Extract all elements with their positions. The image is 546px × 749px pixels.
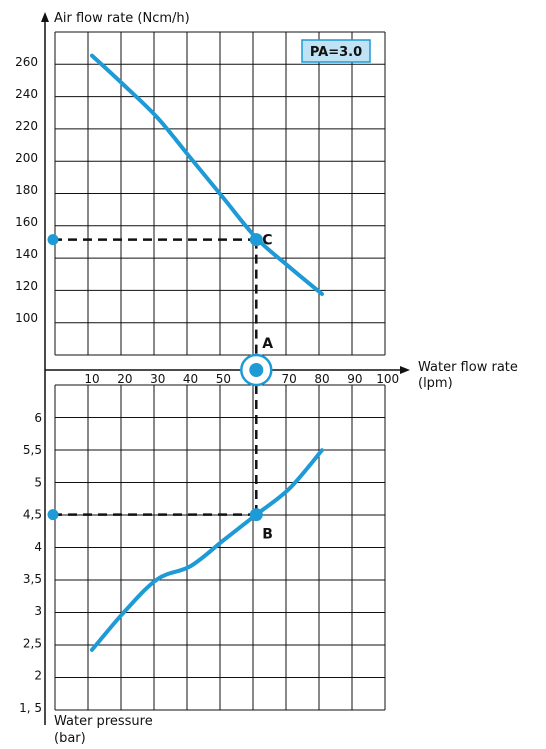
y-lower-tick-label: 2,5 — [23, 636, 42, 650]
y-axis-upper-title: Air flow rate (Ncm/h) — [54, 11, 190, 26]
water-pressure-curve — [90, 448, 324, 652]
y-upper-tick-label: 260 — [15, 55, 38, 69]
x-axis-title: Water flow rate — [418, 360, 518, 375]
x-tick-label: 40 — [183, 372, 198, 386]
marker-c — [249, 233, 263, 247]
tick-labels: 1020304050607080901001001201401601802002… — [15, 55, 399, 715]
point-label-a: A — [262, 336, 273, 352]
y-upper-tick-label: 120 — [15, 279, 38, 293]
y-lower-tick-label: 4,5 — [23, 508, 42, 522]
upper-panel-grid — [54, 31, 386, 356]
x-tick-label: 20 — [117, 372, 132, 386]
y-upper-tick-label: 100 — [15, 311, 38, 325]
y-lower-tick-label: 3 — [34, 604, 42, 618]
y-upper-tick-label: 180 — [15, 183, 38, 197]
y-axis-lower-title: Water pressure — [54, 714, 153, 729]
x-tick-label: 10 — [84, 372, 99, 386]
guide-lines — [53, 238, 258, 516]
y-lower-tick-label: 4 — [34, 540, 42, 554]
y-upper-tick-label: 160 — [15, 215, 38, 229]
y-upper-tick-label: 140 — [15, 247, 38, 261]
y-lower-tick-label: 3,5 — [23, 572, 42, 586]
y-lower-tick-label: 5,5 — [23, 443, 42, 457]
y-lower-tick-label: 5 — [34, 475, 42, 489]
axes — [41, 12, 410, 725]
x-tick-label: 30 — [150, 372, 165, 386]
y-lower-tick-label: 2 — [34, 669, 42, 683]
x-tick-label: 100 — [376, 372, 399, 386]
lower-panel-grid — [54, 384, 386, 711]
x-axis-arrow-icon — [400, 366, 410, 374]
pressure-badge: PA=3.0 — [301, 39, 371, 63]
y-upper-tick-label: 220 — [15, 119, 38, 133]
marker-a — [249, 363, 264, 377]
x-tick-label: 80 — [314, 372, 329, 386]
point-label-c: C — [262, 233, 272, 249]
y-axis-arrow-icon — [41, 12, 49, 22]
pressure-badge-box — [301, 39, 371, 63]
marker-c-axis — [47, 234, 59, 246]
data-curves — [90, 53, 324, 652]
air-flow-curve — [90, 53, 324, 296]
marker-b — [249, 508, 263, 522]
x-tick-label: 50 — [216, 372, 231, 386]
marker-b-axis — [47, 509, 59, 521]
y-axis-lower-unit: (bar) — [54, 731, 86, 746]
y-lower-tick-label: 6 — [34, 411, 42, 425]
pressure-badge-label: PA=3.0 — [310, 45, 362, 60]
y-upper-tick-label: 240 — [15, 87, 38, 101]
y-upper-tick-label: 200 — [15, 151, 38, 165]
point-markers — [47, 233, 273, 522]
point-label-b: B — [262, 527, 273, 543]
y-lower-tick-label: 1, 5 — [19, 701, 42, 715]
x-tick-label: 70 — [282, 372, 297, 386]
x-tick-label: 90 — [347, 372, 362, 386]
x-axis-unit: (lpm) — [418, 376, 453, 391]
